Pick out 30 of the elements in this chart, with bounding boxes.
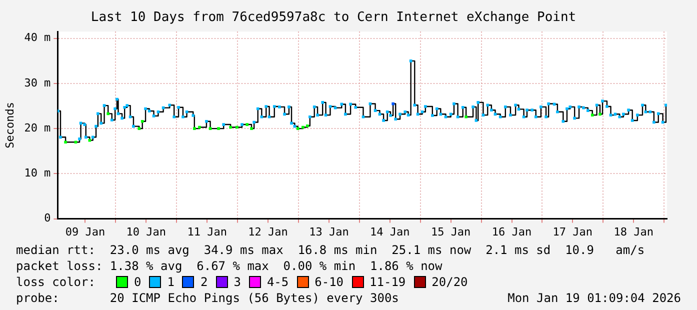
x-tick-label: 10 Jan: [126, 225, 166, 238]
legend-title: loss color:: [16, 274, 96, 290]
legend-label: 11-19: [370, 274, 406, 290]
legend-label: 1: [167, 274, 174, 290]
y-tick-label: 30 m: [24, 76, 52, 90]
legend-label: 2: [200, 274, 208, 290]
legend-label: 20/20: [432, 274, 468, 290]
x-tick-label: 09 Jan: [65, 225, 106, 238]
x-tick-label: 13 Jan: [309, 225, 349, 238]
y-tick-label: 20 m: [24, 121, 52, 134]
x-tick-label: 11 Jan: [187, 225, 227, 238]
x-tick-label: 12 Jan: [248, 225, 288, 238]
x-tick-label: 16 Jan: [492, 225, 532, 238]
x-tick-label: 17 Jan: [552, 225, 593, 238]
legend-label: 6-10: [314, 274, 344, 290]
x-tick-label: 14 Jan: [370, 225, 410, 238]
y-tick-label: 40 m: [24, 31, 52, 44]
text: packet loss: 1.38 % avg 6.67 % max 0.00 % min 1.86 % now: [15, 258, 444, 274]
legend-label: 3: [234, 274, 241, 290]
legend-label: 0: [134, 274, 142, 290]
legend-label: 4-5: [266, 274, 289, 290]
text: median rtt: 23.0 ms avg 34.9 ms max 16.8 ms min 25.1 ms now 2.1 ms sd 10.9 am/s: [15, 242, 646, 258]
chart-title: Last 10 Days from 76ced9597a8c to Cern Internet eXchange Point: [90, 10, 576, 26]
y-axis-title: Seconds: [3, 102, 16, 148]
x-tick-label: 18 Jan: [614, 225, 654, 238]
text: probe: 20 ICMP Echo Pings (56 Bytes) every 300s: [16, 290, 399, 306]
text: Mon Jan 19 01:09:04 2026: [508, 290, 681, 306]
y-tick-label: 0: [44, 212, 51, 225]
x-tick-label: 15 Jan: [430, 225, 471, 238]
y-tick-label: 10 m: [24, 166, 52, 180]
